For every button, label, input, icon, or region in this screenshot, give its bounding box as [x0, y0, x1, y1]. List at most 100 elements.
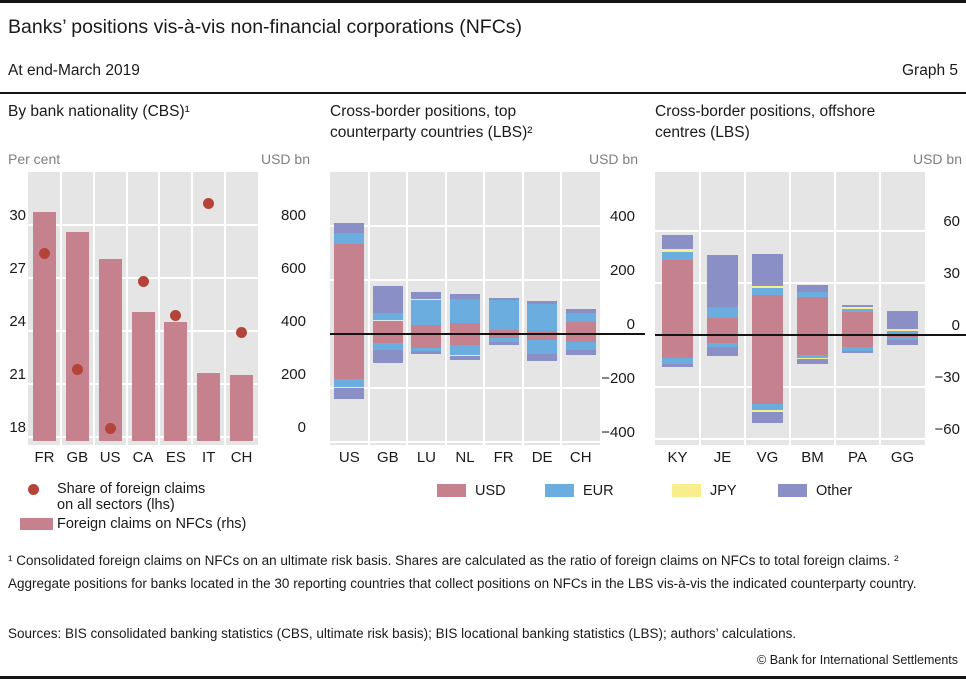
panel-title-line: Cross-border positions, top	[330, 103, 517, 120]
usd-legend-swatch	[437, 484, 466, 497]
y-axis-tick-label: 400	[609, 208, 635, 225]
vertical-gridline	[699, 172, 701, 445]
bar-bm-other	[797, 359, 828, 364]
y-axis-tick-label: −30	[934, 369, 960, 386]
right-axis-labels: 0 200 400 600 800	[262, 172, 306, 445]
horizontal-gridline	[655, 438, 925, 440]
category-label-nl: NL	[455, 449, 475, 466]
panel-title-line: counterparty countries (LBS)²	[330, 124, 533, 141]
category-label-fr: FR	[34, 449, 55, 466]
bar-gg-other	[887, 310, 918, 329]
axis-unit-usdbn: USD bn	[260, 151, 310, 167]
horizontal-gridline	[28, 224, 258, 226]
category-label-de: DE	[531, 449, 553, 466]
bar-je-usd	[707, 335, 738, 343]
vertical-gridline	[744, 172, 746, 445]
category-label-ch: CH	[230, 449, 253, 466]
bar-pa-other	[842, 350, 873, 354]
panel-title-line: Cross-border positions, offshore	[655, 103, 876, 120]
bar-lu-other	[411, 292, 442, 299]
dot-legend-swatch	[28, 484, 39, 495]
vertical-gridline	[560, 172, 563, 445]
axis-unit-percent: Per cent	[8, 151, 61, 167]
y-axis-tick-label: 21	[9, 366, 26, 383]
axis-unit-usdbn: USD bn	[588, 151, 638, 167]
bar-fr-other	[488, 297, 519, 300]
bar-us	[98, 259, 122, 441]
bar-pa-eur	[842, 347, 873, 351]
vertical-gridline	[224, 172, 227, 445]
y-axis-tick-label: −400	[601, 424, 635, 441]
bar-nl-usd	[450, 334, 480, 346]
bar-ky-usd	[662, 260, 693, 335]
right-axis-labels: −400 −200 0 200 400	[591, 172, 635, 445]
currency-legend: USD EUR JPY Other	[0, 483, 966, 501]
bar-nl-usd	[450, 323, 480, 334]
bar-ky-usd	[662, 335, 693, 358]
y-axis-tick-label: 0	[297, 419, 306, 436]
bar-vg-eur	[752, 288, 783, 296]
bar-gb-other	[372, 350, 403, 364]
bar-lu-usd	[411, 334, 442, 348]
bar-ky-eur	[662, 357, 693, 364]
y-axis-tick-label: 18	[9, 419, 26, 436]
category-labels: FR GB US CA ES IT CH	[28, 449, 258, 467]
bar-gg-usd	[887, 335, 918, 337]
bar-de-eur	[527, 303, 558, 331]
category-label-pa: PA	[848, 449, 867, 466]
bar-pa-usd	[842, 335, 873, 348]
sources-line: Sources: BIS consolidated banking statis…	[8, 626, 797, 641]
y-axis-tick-label: 200	[609, 262, 635, 279]
chart-subtitle: At end-March 2019	[8, 62, 140, 79]
category-label-bm: BM	[801, 449, 824, 466]
bar-vg-jpy	[752, 285, 783, 289]
dot-gb	[71, 364, 83, 376]
panel-title-offshore: Cross-border positions, offshore centres…	[655, 101, 960, 143]
bar-de-eur	[527, 340, 558, 354]
category-label-je: JE	[713, 449, 732, 466]
category-label-us: US	[338, 449, 360, 466]
bar-nl-eur	[450, 345, 480, 356]
bar-je-other	[707, 255, 738, 308]
panel-title-line: centres (LBS)	[655, 124, 750, 141]
bar-gb-usd	[372, 334, 403, 344]
legend-dot-label-line1: Share of foreign claims	[57, 481, 206, 497]
y-axis-tick-label: 30	[943, 265, 960, 282]
category-label-gg: GG	[890, 449, 915, 466]
category-label-lu: LU	[416, 449, 437, 466]
y-axis-tick-label: 600	[280, 260, 306, 277]
footnotes: ¹ Consolidated foreign claims on NFCs on…	[8, 553, 917, 591]
vertical-gridline	[367, 172, 370, 445]
category-label-ca: CA	[132, 449, 154, 466]
bar-vg-usd	[752, 335, 783, 405]
panel-title-line: By bank nationality (CBS)¹	[8, 103, 190, 120]
bar-de-other	[527, 353, 558, 362]
y-axis-tick-label: −200	[601, 370, 635, 387]
bar-vg-usd	[752, 295, 783, 335]
bar-gb-eur	[372, 343, 403, 351]
vertical-gridline	[521, 172, 524, 445]
jpy-legend-label: JPY	[710, 483, 737, 499]
bar-pa-usd	[842, 312, 873, 335]
bar-pa-other	[842, 304, 873, 308]
vertical-gridline	[92, 172, 95, 445]
other-legend-swatch	[778, 484, 807, 497]
bar-ca	[131, 312, 155, 441]
top-rule	[0, 0, 966, 3]
bar-bm-eur	[797, 354, 828, 358]
dot-fr	[38, 247, 50, 259]
horizontal-gridline	[330, 387, 600, 389]
y-axis-tick-label: 400	[280, 313, 306, 330]
bar-gg-jpy	[887, 328, 918, 331]
bar-gb-eur	[372, 312, 403, 321]
bar-fr-other	[488, 341, 519, 346]
y-axis-tick-label: 0	[626, 316, 635, 333]
y-axis-tick-label: 60	[943, 213, 960, 230]
header-rule	[0, 92, 966, 94]
bar-fr	[32, 211, 56, 441]
bar-vg-jpy	[752, 410, 783, 413]
legend-bar-label: Foreign claims on NFCs (rhs)	[57, 516, 247, 532]
bar-fr-eur	[488, 338, 519, 342]
bar-nl-jpy	[450, 355, 480, 357]
